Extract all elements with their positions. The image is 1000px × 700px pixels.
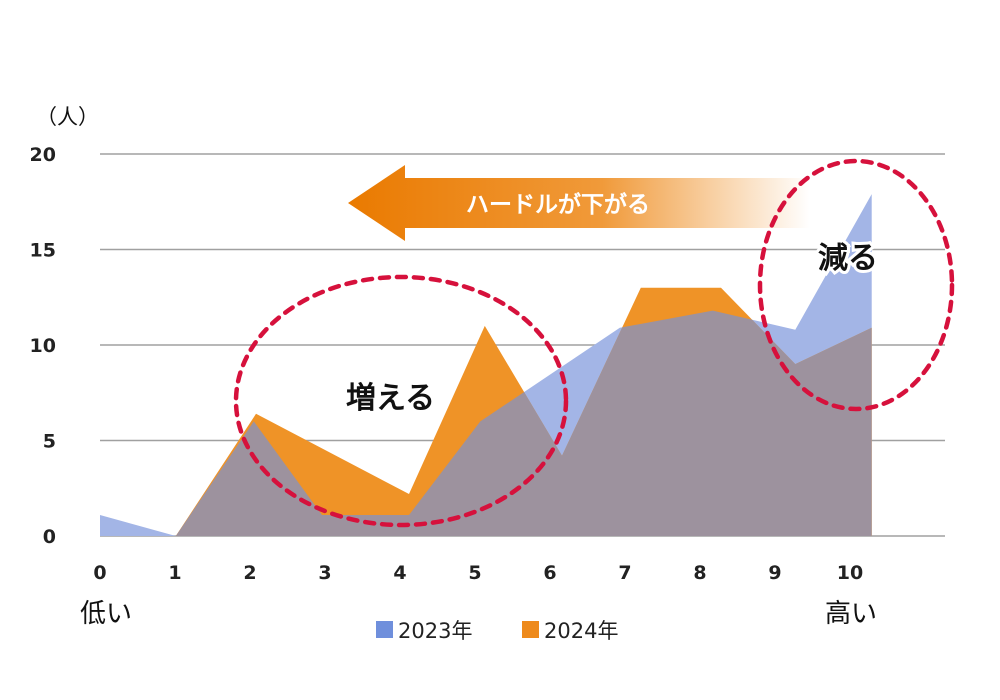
y-tick-label: 10 [30, 335, 56, 357]
hurdle-arrow: ハードルが下がる [348, 165, 810, 241]
y-tick-label: 20 [30, 144, 56, 166]
y-tick-label: 15 [30, 240, 56, 262]
y-tick-label: 5 [43, 431, 56, 453]
legend-label-2024: 2024年 [544, 619, 618, 643]
legend: 2023年 2024年 [376, 619, 618, 643]
x-low-label: 低い [80, 599, 132, 629]
y-tick-label: 0 [43, 526, 56, 548]
legend-swatch-2024 [522, 621, 539, 638]
arrow-text: ハードルが下がる [466, 191, 650, 218]
x-tick-label: 3 [318, 562, 331, 584]
y-unit-label: （人） [36, 105, 99, 129]
x-tick-label: 1 [168, 562, 181, 584]
x-tick-label: 4 [393, 562, 406, 584]
legend-label-2023: 2023年 [398, 619, 472, 643]
y-axis-ticks: 0 5 10 15 20 [30, 144, 56, 548]
x-tick-label: 2 [243, 562, 256, 584]
increase-label: 増える [346, 381, 435, 416]
legend-swatch-2023 [376, 621, 393, 638]
x-tick-label: 5 [468, 562, 481, 584]
increase-ellipse [233, 274, 569, 528]
x-high-label: 高い [825, 599, 877, 629]
x-tick-label: 9 [768, 562, 781, 584]
decrease-label: 減る [818, 241, 878, 276]
arrow-shape [348, 165, 810, 241]
x-tick-label: 7 [618, 562, 631, 584]
x-tick-label: 6 [543, 562, 556, 584]
x-tick-label: 8 [693, 562, 706, 584]
x-tick-label: 10 [837, 562, 863, 584]
decrease-ellipse [757, 158, 955, 412]
area-overlap [175, 287, 872, 536]
x-axis-ticks: 0 1 2 3 4 5 6 7 8 9 10 [93, 562, 863, 584]
x-tick-label: 0 [93, 562, 106, 584]
